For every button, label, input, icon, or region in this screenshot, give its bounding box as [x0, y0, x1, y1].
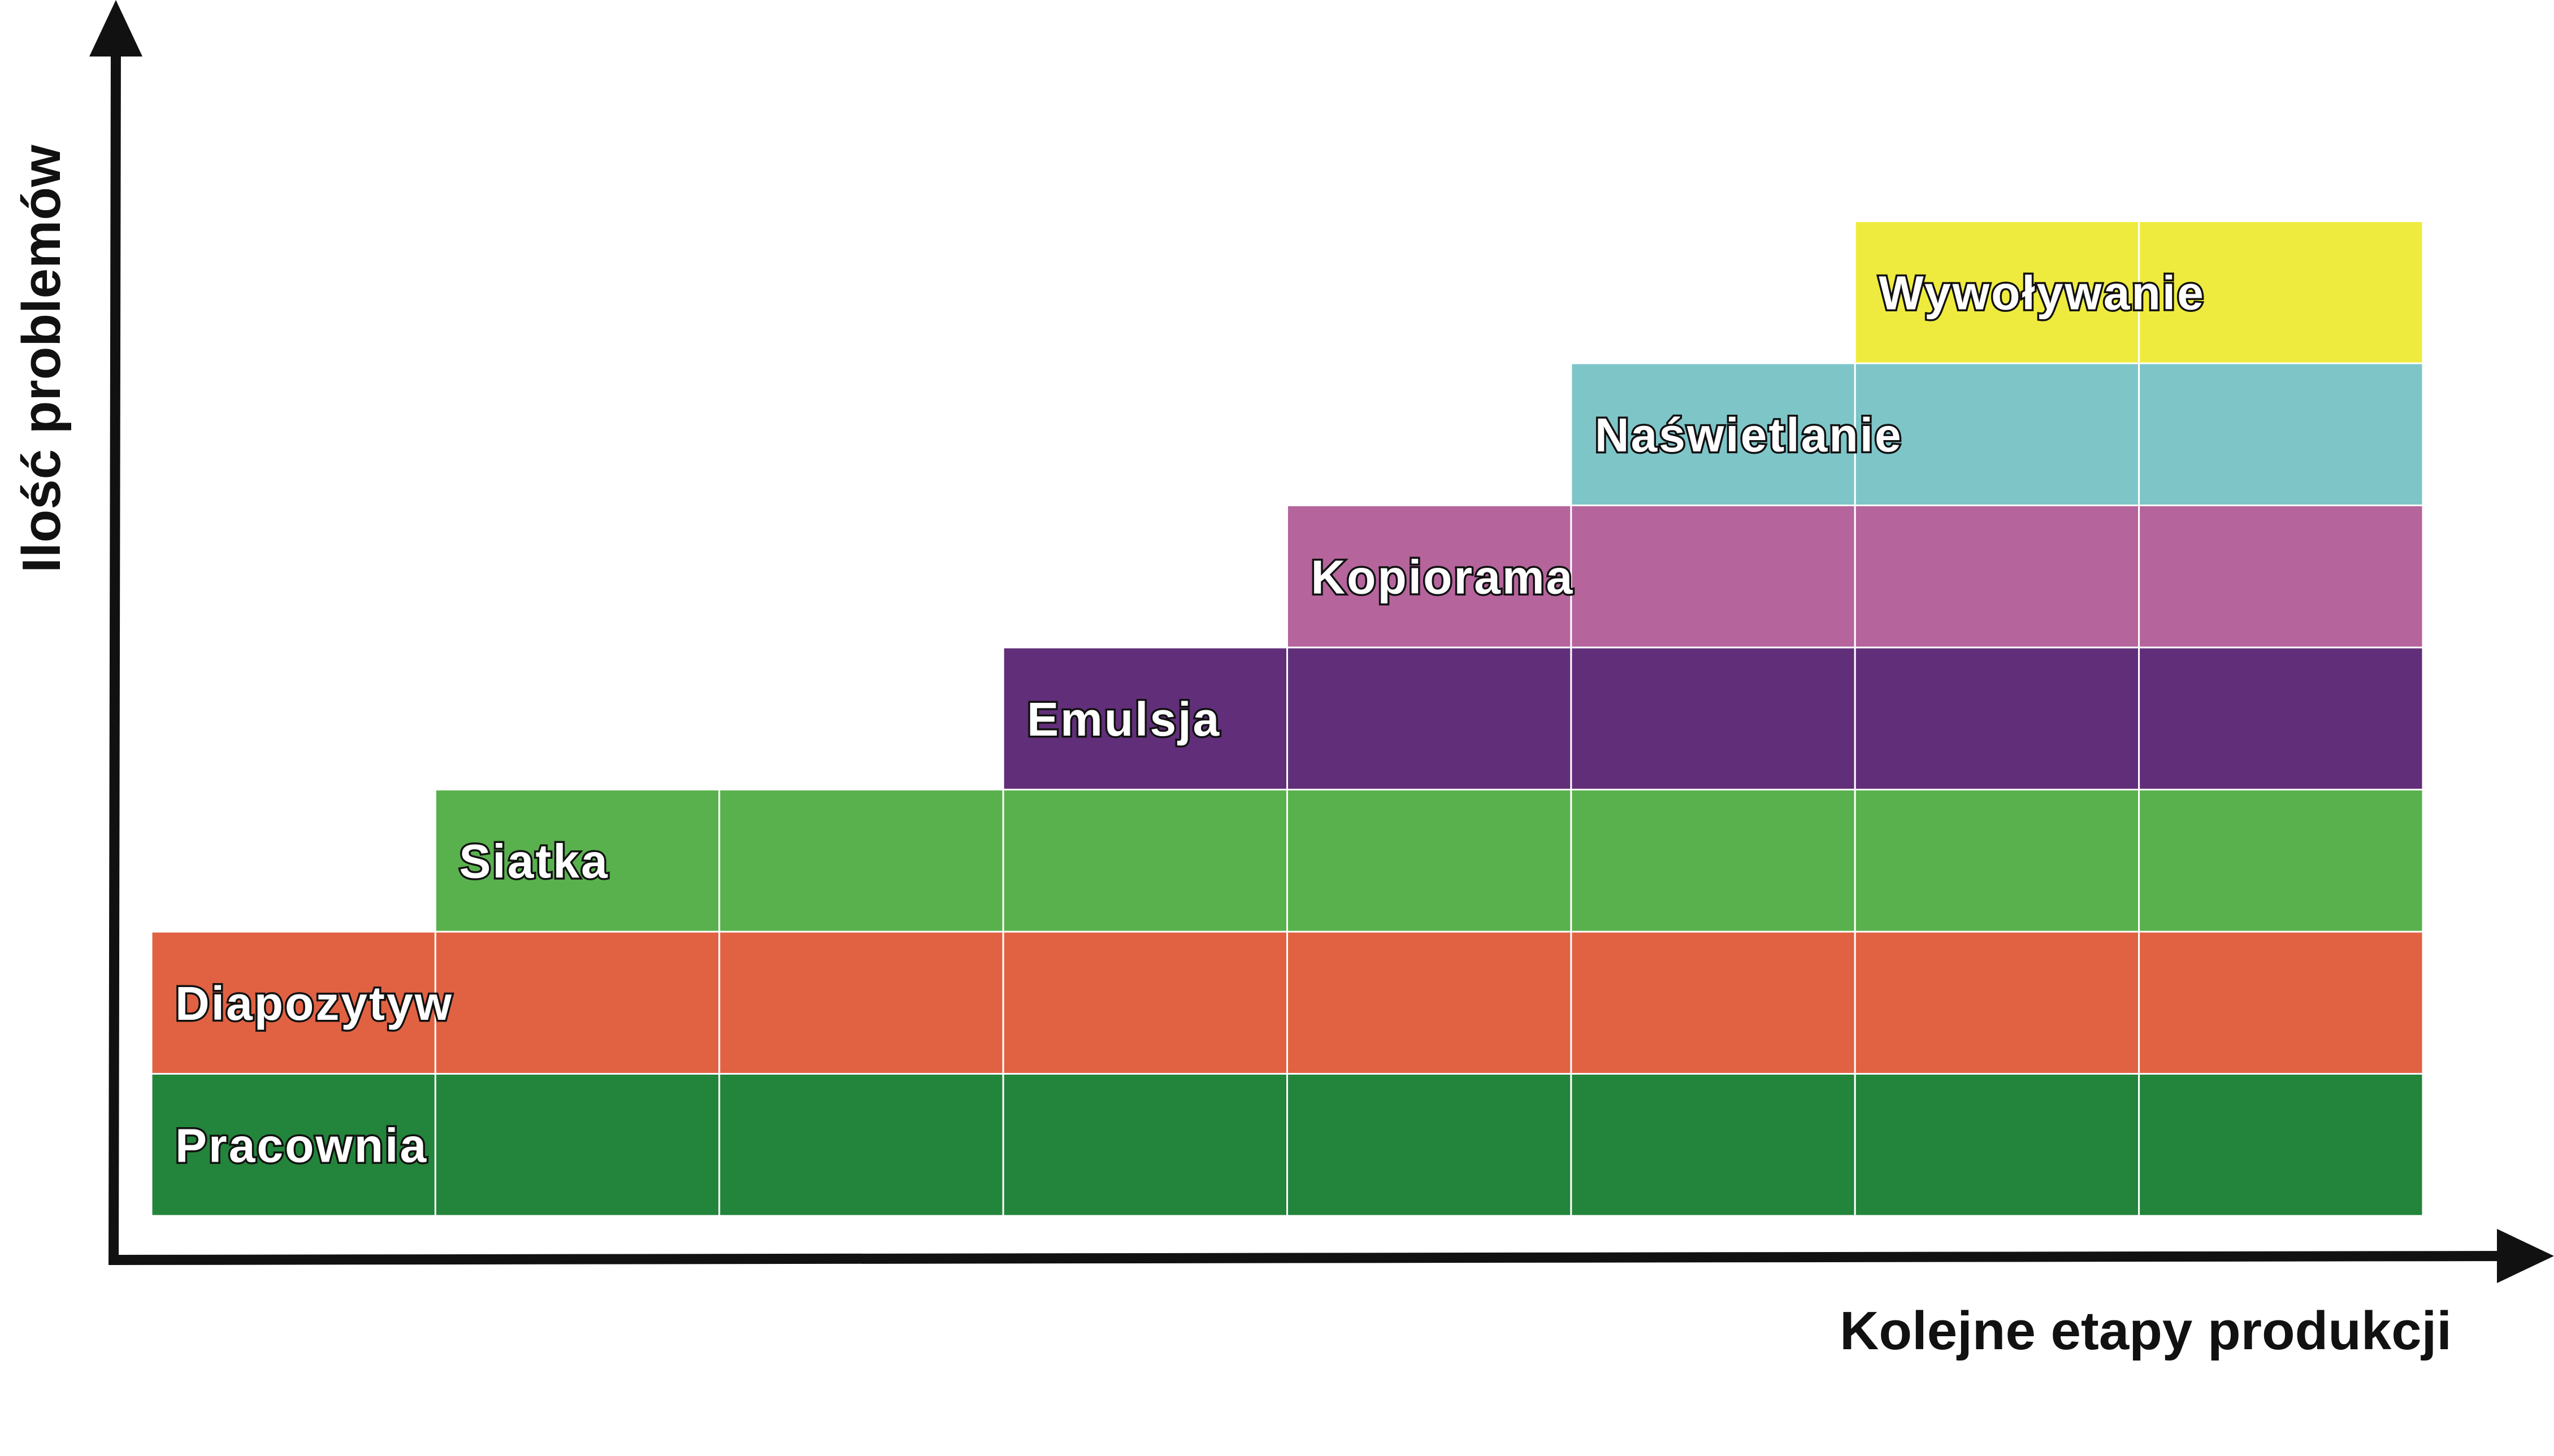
- band-label: Pracownia: [175, 1119, 428, 1172]
- band-cell: [2138, 931, 2424, 1075]
- band-cell: [1002, 1073, 1288, 1217]
- band-cell: [1002, 646, 1288, 790]
- band-1: [150, 931, 2424, 1075]
- band-cell: [1570, 646, 1856, 790]
- band-cell: [1854, 505, 2140, 649]
- band-cell: [1570, 362, 1856, 506]
- band-label: Naświetlanie: [1595, 408, 1903, 462]
- axes: [89, 0, 2554, 1283]
- band-cell: [718, 789, 1004, 933]
- band-3: [1002, 646, 2424, 790]
- y-axis-arrow-icon: [89, 0, 142, 56]
- band-cell: [1286, 789, 1572, 933]
- band-cell: [1002, 789, 1288, 933]
- band-cell: [1854, 1073, 2140, 1217]
- band-cell: [150, 1073, 436, 1217]
- band-cell: [1286, 505, 1572, 649]
- band-6: [1854, 220, 2424, 364]
- band-cell: [718, 1073, 1004, 1217]
- band-cell: [1570, 931, 1856, 1075]
- band-cell: [1570, 789, 1856, 933]
- x-axis-title: Kolejne etapy produkcji: [1840, 1301, 2452, 1361]
- band-cell: [718, 931, 1004, 1075]
- band-label: Kopiorama: [1311, 550, 1575, 603]
- y-axis-line: [109, 39, 121, 1266]
- band-cell: [1854, 220, 2140, 364]
- band-cell: [1002, 931, 1288, 1075]
- band-label: Diapozytyw: [175, 977, 453, 1030]
- band-cell: [434, 931, 721, 1075]
- band-cell: [1570, 505, 1856, 649]
- band-cell: [1570, 1073, 1856, 1217]
- x-axis-line: [112, 1251, 2510, 1265]
- band-label: Siatka: [459, 835, 609, 888]
- band-label: Wywoływanie: [1879, 266, 2205, 319]
- band-cell: [1854, 931, 2140, 1075]
- band-cell: [2138, 646, 2424, 790]
- band-4: [1286, 505, 2424, 649]
- band-cell: [1286, 646, 1572, 790]
- band-label: Emulsja: [1027, 693, 1221, 746]
- band-cell: [2138, 1073, 2424, 1217]
- band-cell: [1286, 1073, 1572, 1217]
- band-cell: [2138, 220, 2424, 364]
- band-cell: [434, 1073, 721, 1217]
- band-0: [150, 1073, 2424, 1217]
- band-cell: [150, 931, 436, 1075]
- x-axis-arrow-icon: [2497, 1229, 2554, 1283]
- band-cell: [434, 789, 721, 933]
- y-axis-title: Ilość problemów: [11, 145, 72, 573]
- band-cell: [1854, 789, 2140, 933]
- band-cell: [2138, 505, 2424, 649]
- band-cell: [2138, 789, 2424, 933]
- band-2: [434, 789, 2424, 933]
- band-labels-layer: Pracownia Diapozytyw Siatka Emulsja Kopioram…: [174, 264, 2206, 1174]
- bands-layer: [150, 220, 2424, 1217]
- band-cell: [2138, 362, 2424, 506]
- band-cell: [1286, 931, 1572, 1075]
- band-cell: [1854, 646, 2140, 790]
